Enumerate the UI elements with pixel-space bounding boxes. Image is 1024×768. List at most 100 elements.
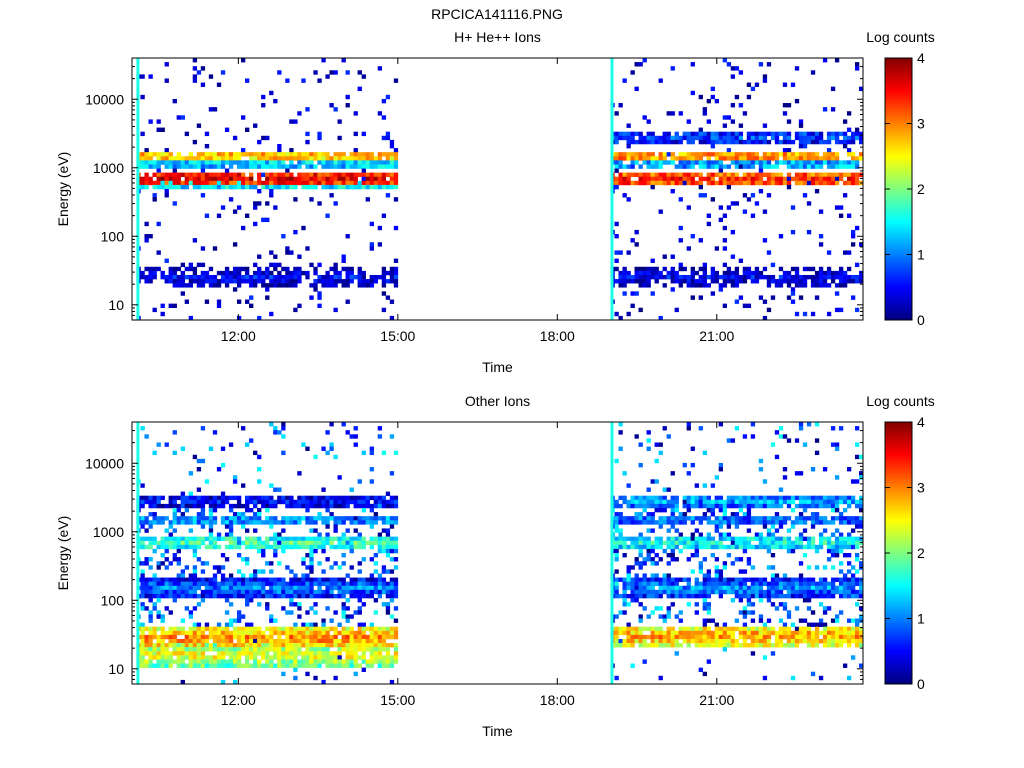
- heatmap-cell: [810, 311, 816, 317]
- heatmap-cell: [156, 565, 161, 570]
- heatmap-cell: [770, 536, 776, 542]
- heatmap-cell: [618, 164, 623, 169]
- heatmap-cell: [196, 467, 202, 472]
- heatmap-cell: [164, 593, 169, 599]
- heatmap-cell: [830, 131, 836, 137]
- heatmap-cell: [325, 279, 330, 284]
- heatmap-cell: [196, 283, 202, 288]
- heatmap-cell: [228, 442, 234, 447]
- heatmap-cell: [698, 503, 703, 509]
- heatmap-cell: [285, 283, 290, 288]
- heatmap-cell: [281, 450, 286, 456]
- heatmap-cell: [646, 274, 651, 280]
- heatmap-cell: [240, 643, 246, 648]
- heatmap-cell: [216, 638, 222, 644]
- heatmap-cell: [369, 516, 374, 521]
- heatmap-cell: [662, 630, 667, 636]
- heatmap-cell: [758, 168, 764, 173]
- heatmap-cell: [774, 589, 780, 595]
- heatmap-cell: [626, 270, 631, 276]
- heatmap-cell: [321, 283, 326, 288]
- heatmap-cell: [758, 131, 764, 137]
- heatmap-cell: [830, 279, 836, 284]
- heatmap-cell: [345, 589, 350, 595]
- heatmap-cell: [200, 589, 206, 595]
- heatmap-cell: [228, 638, 234, 644]
- heatmap-cell: [245, 266, 250, 272]
- heatmap-cell: [682, 164, 687, 169]
- heatmap-cell: [220, 172, 226, 178]
- heatmap-cell: [345, 495, 350, 501]
- heatmap-cell: [670, 135, 675, 141]
- heatmap-cell: [212, 160, 218, 165]
- heatmap-cell: [750, 651, 756, 656]
- heatmap-cell: [228, 663, 234, 668]
- heatmap-cell: [313, 156, 318, 161]
- heatmap-cell: [686, 536, 691, 542]
- heatmap-cell: [758, 458, 764, 464]
- heatmap-cell: [381, 152, 387, 157]
- heatmap-cell: [842, 119, 848, 124]
- heatmap-cell: [750, 495, 756, 501]
- heatmap-cell: [614, 593, 619, 599]
- heatmap-cell: [152, 307, 157, 313]
- heatmap-cell: [140, 655, 145, 660]
- heatmap-cell: [626, 131, 631, 137]
- heatmap-cell: [329, 516, 334, 521]
- heatmap-cell: [305, 495, 310, 501]
- heatmap-cell: [277, 626, 282, 632]
- heatmap-cell: [357, 266, 362, 272]
- heatmap-cell: [846, 176, 852, 182]
- heatmap-cell: [333, 643, 338, 648]
- heatmap-cell: [377, 655, 383, 660]
- heatmap-cell: [224, 626, 230, 632]
- heatmap-cell: [734, 283, 740, 288]
- heatmap-cell: [670, 152, 675, 157]
- colorbar-step: [885, 287, 912, 290]
- heatmap-cell: [682, 274, 687, 280]
- heatmap-cell: [634, 242, 639, 247]
- heatmap-cell: [257, 536, 262, 542]
- heatmap-cell: [281, 577, 286, 582]
- heatmap-cell: [810, 139, 816, 145]
- heatmap-cell: [658, 442, 663, 447]
- heatmap-cell: [253, 638, 258, 644]
- heatmap-cell: [337, 495, 342, 501]
- heatmap-cell: [180, 180, 185, 186]
- heatmap-cell: [357, 638, 362, 644]
- heatmap-cell: [818, 172, 824, 178]
- heatmap-cell: [373, 516, 379, 521]
- heatmap-cell: [212, 540, 218, 546]
- heatmap-cell: [301, 557, 306, 562]
- heatmap-cell: [393, 585, 399, 591]
- heatmap-cell: [285, 156, 290, 161]
- heatmap-cell: [642, 115, 647, 120]
- heatmap-cell: [200, 655, 206, 660]
- heatmap-cell: [674, 270, 679, 276]
- heatmap-cell: [333, 528, 338, 533]
- heatmap-cell: [710, 507, 715, 513]
- heatmap-cell: [253, 123, 258, 128]
- heatmap-cell: [782, 156, 788, 161]
- heatmap-cell: [742, 164, 748, 169]
- heatmap-cell: [385, 651, 391, 656]
- heatmap-cell: [148, 156, 153, 161]
- heatmap-cell: [333, 176, 338, 182]
- heatmap-cell: [188, 520, 194, 525]
- heatmap-cell: [297, 111, 302, 116]
- heatmap-cell: [176, 663, 181, 668]
- heatmap-cell: [345, 516, 350, 521]
- heatmap-cell: [678, 536, 683, 542]
- heatmap-cell: [622, 520, 627, 525]
- heatmap-cell: [317, 295, 322, 300]
- heatmap-cell: [702, 643, 707, 648]
- heatmap-cell: [345, 528, 350, 533]
- heatmap-cell: [184, 606, 190, 611]
- heatmap-cell: [626, 602, 631, 607]
- heatmap-cell: [626, 135, 631, 141]
- heatmap-cell: [638, 532, 643, 537]
- heatmap-cell: [257, 647, 262, 652]
- heatmap-cell: [393, 78, 399, 83]
- heatmap-cell: [638, 634, 643, 640]
- heatmap-cell: [786, 279, 792, 284]
